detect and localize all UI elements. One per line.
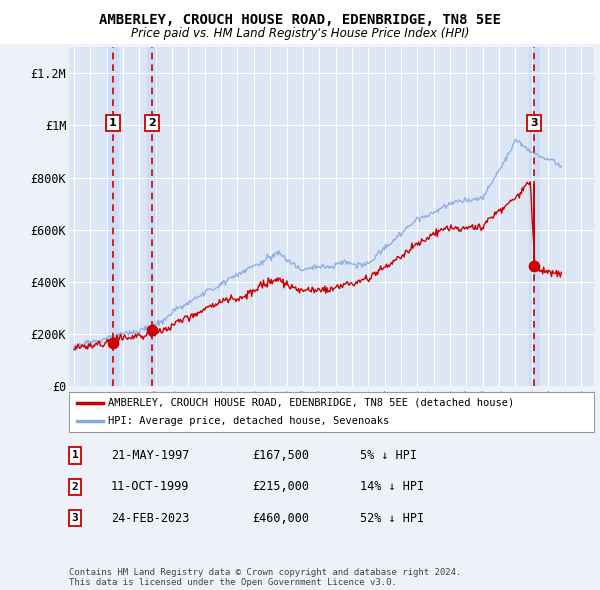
- Text: 1: 1: [109, 118, 117, 128]
- Text: 24-FEB-2023: 24-FEB-2023: [111, 512, 190, 525]
- Text: 3: 3: [71, 513, 79, 523]
- Text: 14% ↓ HPI: 14% ↓ HPI: [360, 480, 424, 493]
- Text: 2: 2: [148, 118, 156, 128]
- Text: AMBERLEY, CROUCH HOUSE ROAD, EDENBRIDGE, TN8 5EE (detached house): AMBERLEY, CROUCH HOUSE ROAD, EDENBRIDGE,…: [109, 398, 515, 408]
- Point: [147, 326, 157, 335]
- Text: 52% ↓ HPI: 52% ↓ HPI: [360, 512, 424, 525]
- Text: £460,000: £460,000: [252, 512, 309, 525]
- Point: [530, 262, 539, 271]
- Text: 3: 3: [530, 118, 538, 128]
- Text: AMBERLEY, CROUCH HOUSE ROAD, EDENBRIDGE, TN8 5EE: AMBERLEY, CROUCH HOUSE ROAD, EDENBRIDGE,…: [99, 13, 501, 27]
- Text: £167,500: £167,500: [252, 449, 309, 462]
- Bar: [108, 47, 118, 386]
- Text: 1: 1: [71, 451, 79, 460]
- Text: 21-MAY-1997: 21-MAY-1997: [111, 449, 190, 462]
- Bar: [147, 47, 157, 386]
- Bar: [529, 47, 539, 386]
- Text: £215,000: £215,000: [252, 480, 309, 493]
- Text: Price paid vs. HM Land Registry's House Price Index (HPI): Price paid vs. HM Land Registry's House …: [131, 27, 469, 40]
- Text: 2: 2: [71, 482, 79, 491]
- Text: HPI: Average price, detached house, Sevenoaks: HPI: Average price, detached house, Seve…: [109, 416, 389, 426]
- Text: 11-OCT-1999: 11-OCT-1999: [111, 480, 190, 493]
- Text: 5% ↓ HPI: 5% ↓ HPI: [360, 449, 417, 462]
- Point: [108, 338, 118, 348]
- Text: Contains HM Land Registry data © Crown copyright and database right 2024.
This d: Contains HM Land Registry data © Crown c…: [69, 568, 461, 587]
